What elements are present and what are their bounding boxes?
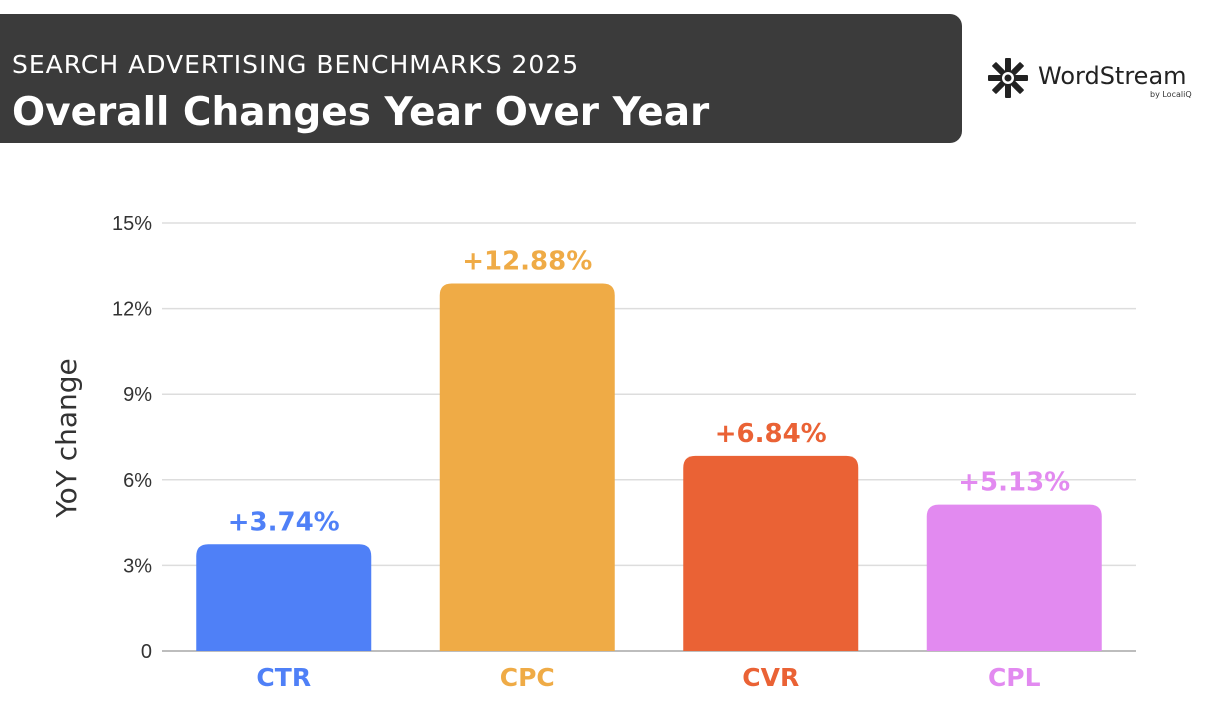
y-tick-label: 12% — [112, 299, 152, 321]
y-tick-label: 15% — [112, 213, 152, 235]
x-tick-label-cpc: CPC — [500, 663, 555, 692]
bar-ctr — [196, 544, 372, 651]
y-tick-label: 0 — [141, 641, 152, 663]
bar-cvr — [683, 455, 859, 651]
x-tick-label-cvr: CVR — [742, 663, 799, 692]
y-tick-label: 3% — [123, 555, 152, 577]
data-label-cpl: +5.13% — [958, 468, 1070, 498]
wordstream-logo: WordStream by LocaliQ — [986, 56, 1206, 104]
data-label-cvr: +6.84% — [715, 419, 827, 449]
wordstream-logo-icon — [988, 58, 1028, 98]
y-tick-label: 6% — [123, 470, 152, 492]
x-tick-label-ctr: CTR — [256, 663, 311, 692]
bar-cpl — [926, 504, 1102, 651]
header-banner: SEARCH ADVERTISING BENCHMARKS 2025 Overa… — [0, 14, 962, 143]
labels: 0 3% 6% 9% 12% 15% +3.74% CTR +12.88% CPC +6.84% CV… — [112, 213, 1070, 692]
y-axis-title: YoY change — [50, 358, 83, 519]
x-tick-label-cpl: CPL — [988, 663, 1041, 692]
logo-wordmark: WordStream — [1038, 62, 1187, 90]
logo-tagline: by LocaliQ — [1150, 90, 1192, 99]
bars — [196, 283, 1102, 651]
data-label-cpc: +12.88% — [462, 246, 592, 276]
chart-title: Overall Changes Year Over Year — [12, 90, 710, 135]
y-tick-label: 9% — [123, 384, 152, 406]
data-label-ctr: +3.74% — [228, 507, 340, 537]
chart-subtitle: SEARCH ADVERTISING BENCHMARKS 2025 — [12, 50, 580, 79]
bar-cpc — [439, 283, 615, 651]
